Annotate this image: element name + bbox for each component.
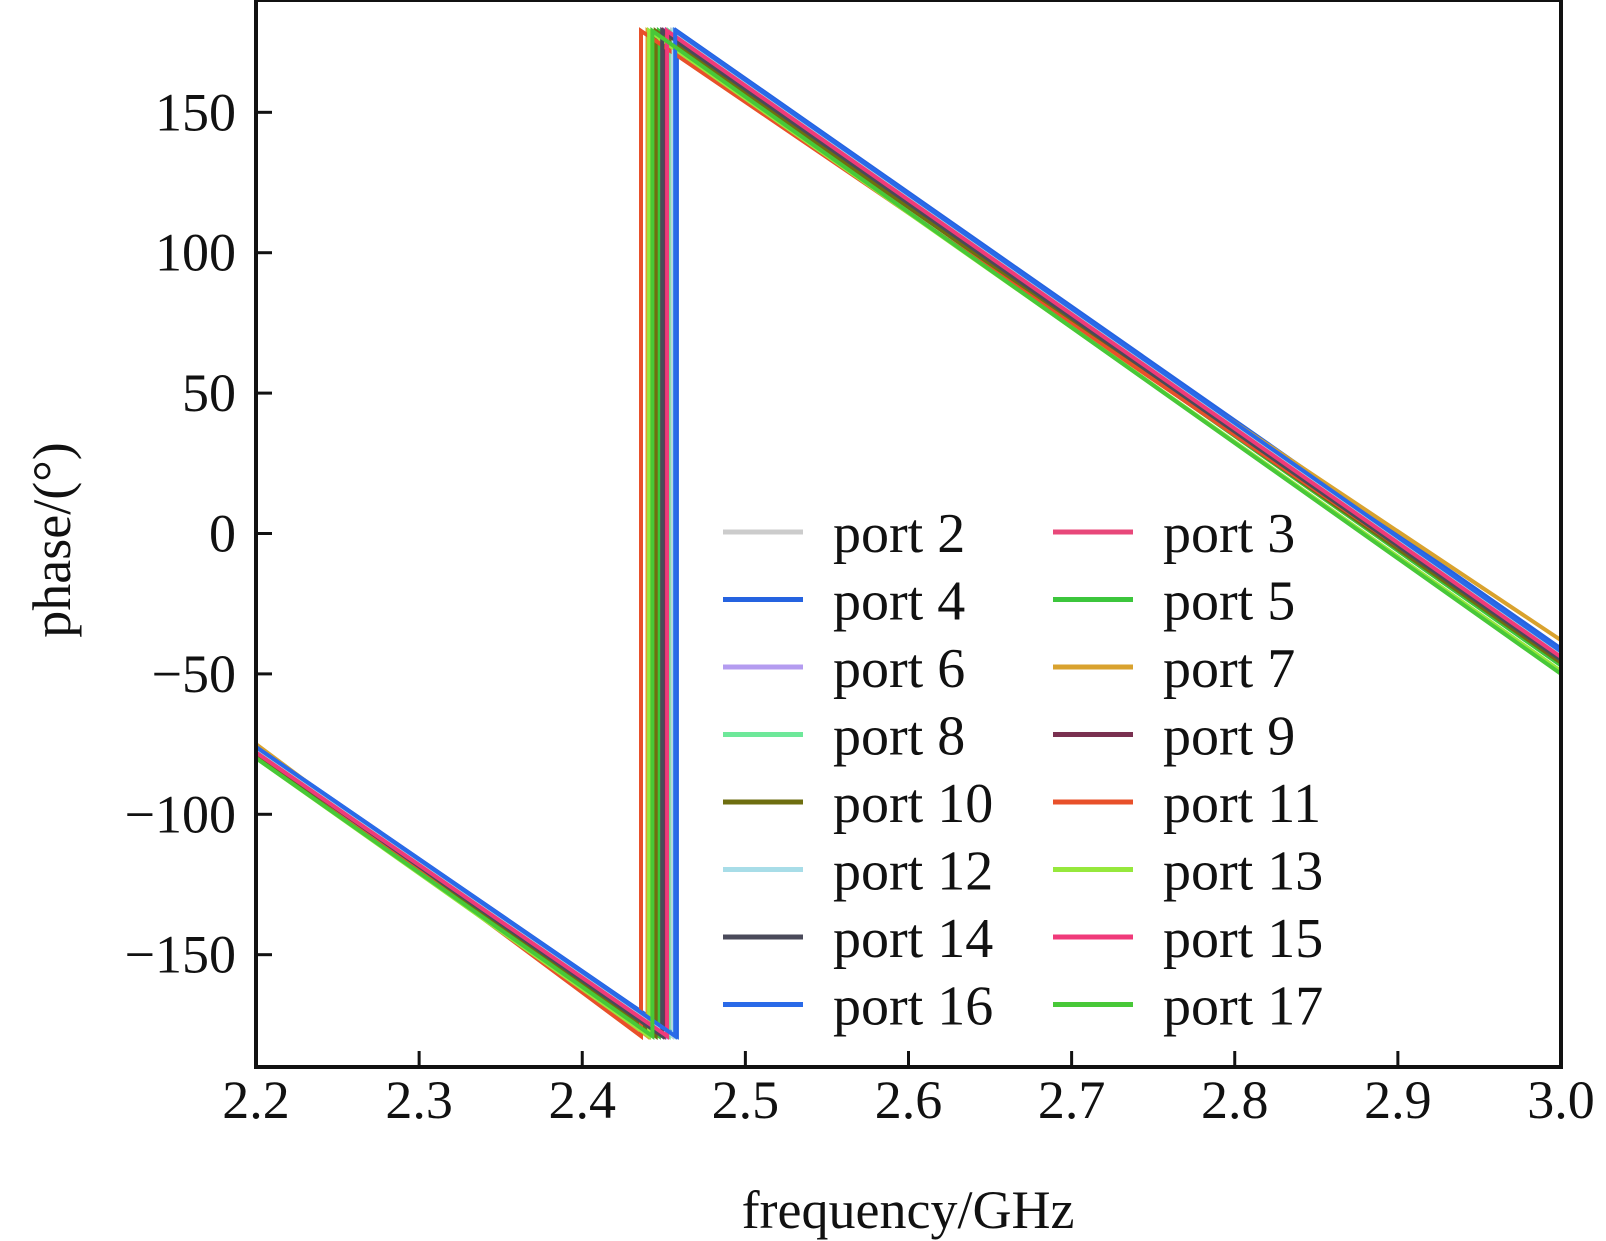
legend-label: port 6 <box>833 638 965 700</box>
legend-item: port 6 <box>723 638 965 700</box>
legend-item: port 10 <box>723 773 993 835</box>
x-tick-label: 2.8 <box>1201 1070 1269 1130</box>
legend-item: port 13 <box>1053 841 1323 903</box>
axes: 2.2 2.3 2.4 2.5 2.6 2.7 2.8 2.9 3.0 150 100 50 0 −50 −… <box>125 82 1595 1130</box>
y-tick-label: 0 <box>209 504 236 564</box>
legend-item: port 8 <box>723 706 965 768</box>
legend-item: port 14 <box>723 908 993 970</box>
legend-label: port 15 <box>1163 908 1323 970</box>
y-tick-label: −50 <box>152 644 236 704</box>
legend-item: port 11 <box>1053 773 1321 835</box>
x-tick-label: 2.4 <box>549 1070 617 1130</box>
legend-item: port 2 <box>723 503 965 565</box>
x-axis-title: frequency/GHz <box>742 1180 1075 1240</box>
x-tick-label: 2.9 <box>1364 1070 1432 1130</box>
legend-item: port 17 <box>1053 976 1323 1038</box>
legend-item: port 4 <box>723 571 965 633</box>
y-axis-title: phase/(°) <box>22 442 82 638</box>
series-line-14 <box>254 27 1563 1040</box>
legend-label: port 10 <box>833 773 993 835</box>
legend-label: port 13 <box>1163 841 1323 903</box>
legend-label: port 14 <box>833 908 993 970</box>
y-tick-label: −100 <box>125 784 236 844</box>
x-tick-label: 2.2 <box>222 1070 290 1130</box>
y-tick-label: −150 <box>125 925 236 985</box>
legend-label: port 5 <box>1163 571 1295 633</box>
legend-item: port 5 <box>1053 571 1295 633</box>
legend-item: port 12 <box>723 841 993 903</box>
y-tick-label: 50 <box>182 363 236 423</box>
x-tick-label: 2.5 <box>712 1070 780 1130</box>
legend-item: port 16 <box>723 976 993 1038</box>
x-tick-label: 3.0 <box>1527 1070 1595 1130</box>
legend-label: port 17 <box>1163 976 1323 1038</box>
legend-label: port 7 <box>1163 638 1295 700</box>
legend-label: port 12 <box>833 841 993 903</box>
y-tick-label: 100 <box>155 223 236 283</box>
legend-label: port 8 <box>833 706 965 768</box>
legend-label: port 11 <box>1163 773 1321 835</box>
y-tick-label: 150 <box>155 82 236 142</box>
series-lines <box>254 27 1563 1041</box>
x-tick-label: 2.7 <box>1038 1070 1106 1130</box>
x-tick-label: 2.3 <box>385 1070 453 1130</box>
legend-item: port 15 <box>1053 908 1323 970</box>
series-line-16 <box>254 27 1563 1040</box>
x-tick-label: 2.6 <box>875 1070 943 1130</box>
legend-item: port 3 <box>1053 503 1295 565</box>
legend-item: port 7 <box>1053 638 1295 700</box>
legend-item: port 9 <box>1053 706 1295 768</box>
legend-label: port 3 <box>1163 503 1295 565</box>
legend-label: port 9 <box>1163 706 1295 768</box>
series-line-15 <box>254 27 1563 1040</box>
legend-label: port 2 <box>833 503 965 565</box>
legend-label: port 4 <box>833 571 965 633</box>
legend-label: port 16 <box>833 976 993 1038</box>
